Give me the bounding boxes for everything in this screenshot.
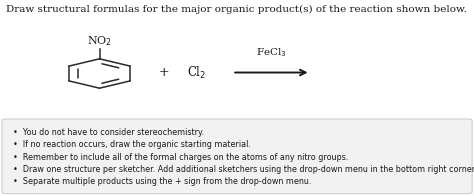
Text: •  Remember to include all of the formal charges on the atoms of any nitro group: • Remember to include all of the formal …	[13, 153, 349, 162]
Text: Draw structural formulas for the major organic product(s) of the reaction shown : Draw structural formulas for the major o…	[6, 5, 466, 14]
Text: FeCl$_3$: FeCl$_3$	[256, 46, 287, 59]
Text: •  If no reaction occurs, draw the organic starting material.: • If no reaction occurs, draw the organi…	[13, 140, 251, 149]
Text: •  You do not have to consider stereochemistry.: • You do not have to consider stereochem…	[13, 128, 204, 137]
FancyBboxPatch shape	[2, 119, 472, 194]
Text: Cl$_2$: Cl$_2$	[187, 64, 206, 81]
Text: •  Draw one structure per sketcher. Add additional sketchers using the drop-down: • Draw one structure per sketcher. Add a…	[13, 165, 474, 174]
Text: +: +	[158, 66, 169, 79]
Text: NO$_2$: NO$_2$	[87, 35, 112, 48]
Text: •  Separate multiple products using the + sign from the drop-down menu.: • Separate multiple products using the +…	[13, 177, 311, 186]
